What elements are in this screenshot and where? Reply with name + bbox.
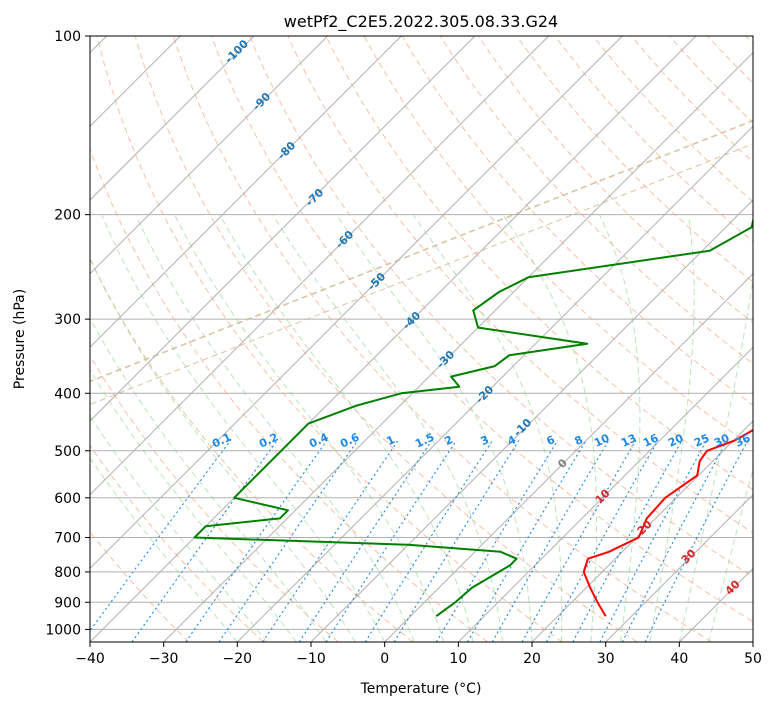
moist-adiabat-line [678,275,753,642]
moist-adiabat-line [502,214,598,642]
dry-adiabat-line [90,444,264,642]
mixing-ratio-label: 36 [733,431,753,449]
mixing-ratio-line [364,440,493,642]
isotherm-line [605,493,753,642]
mixing-ratio-line [621,440,728,642]
mixing-ratio-label: 16 [641,431,661,449]
y-tick-label: 700 [54,531,81,547]
mixing-ratio-line [572,440,683,642]
x-tick-label: 0 [380,651,389,667]
y-tick-label: 500 [54,444,81,460]
mixing-ratio-label: 30 [712,431,732,449]
y-tick-label: 100 [54,29,81,45]
dry-adiabat-line [172,36,712,642]
dry-adiabat-line [592,36,753,203]
moist-adiabat-line [649,214,695,642]
isotherm-line [236,125,753,642]
moist-adiabat-line [174,214,445,642]
y-tick-label: 200 [54,208,81,224]
isotherm-line [90,36,402,349]
isotherm-line [90,36,255,201]
y-axis-title: Pressure (hPa) [12,289,28,389]
x-tick-label: −40 [75,651,105,667]
plot-area [90,36,753,642]
mixing-ratio-label: 10 [592,431,612,449]
moist-adiabats [90,214,753,642]
x-tick-label: 20 [523,651,541,667]
moist-adiabat-line [336,214,533,642]
mixing-ratio-line [325,439,457,642]
mixing-ratio-line [644,440,749,642]
tan-curve-line [90,119,753,383]
moist-adiabat-line [599,214,641,642]
tan-curves [90,119,753,406]
dewpoint-profile-line [193,216,753,618]
isotherm-line [90,36,550,496]
y-tick-label: 400 [54,386,81,402]
dry-adiabat-line [249,36,753,578]
isotherm-line [90,36,697,642]
mixing-ratio-line [90,439,232,632]
dry-adiabat-line [478,36,753,324]
y-tick-label: 300 [54,312,81,328]
isotherm-line [90,36,623,570]
x-axis: −40 −30 −20 −10 0 10 20 30 40 50 [75,642,762,667]
isotherm-line [90,36,476,422]
mixing-ratio-line [298,439,433,642]
dry-adiabat-line [134,36,638,642]
moist-adiabat-line [412,214,563,642]
y-tick-label: 900 [54,595,81,611]
moist-adiabat-line [90,316,327,642]
moist-adiabat-line [219,214,474,642]
moist-adiabat-line [135,214,415,642]
plot-frame [89,35,754,643]
dry-adiabat-line [96,36,563,642]
x-tick-label: 10 [449,651,467,667]
mixing-ratio-label: 13 [619,431,638,449]
chart-title: wetPf2_C2E5.2022.305.08.33.G24 [284,12,558,32]
mixing-ratio-lines [90,439,749,642]
y-tick-label: 800 [54,565,81,581]
x-tick-label: −10 [296,651,326,667]
mixing-ratio-label: 25 [692,431,711,449]
x-tick-label: −30 [149,651,179,667]
dry-adiabat-line [516,36,753,283]
isotherm-line [457,346,753,642]
mixing-ratio-line [393,440,520,642]
x-tick-label: −20 [223,651,253,667]
moist-adiabat-line [90,368,297,642]
isotherm-line [90,36,329,275]
dry-adiabat-line [630,36,753,163]
x-tick-label: 40 [670,651,688,667]
mixing-ratio-line [262,439,399,642]
dry-adiabat-line [401,36,753,406]
plot-background [90,36,753,642]
sounding-profiles [193,216,753,618]
x-tick-label: 30 [597,651,615,667]
mixing-ratio-label: 20 [666,431,686,449]
isotherm-line [384,272,753,642]
mixing-ratio-line [435,440,559,642]
x-axis-title: Temperature (°C) [360,681,482,697]
moist-adiabat-line [90,414,268,642]
x-tick-label: 50 [744,651,762,667]
moist-adiabat-line [272,214,503,642]
moist-adiabat-line [90,257,356,642]
mixing-ratio-line [131,439,278,642]
y-tick-label: 1000 [45,622,81,638]
moist-adiabat-line [101,214,386,642]
temperature-profile-line [582,428,753,617]
isotherm-line [310,199,753,642]
isotherm-line [163,51,753,642]
y-tick-label: 600 [54,491,81,507]
moist-adiabat-line [90,457,238,642]
y-axis: 100 200 300 400 500 600 700 800 900 1000 [45,29,90,638]
